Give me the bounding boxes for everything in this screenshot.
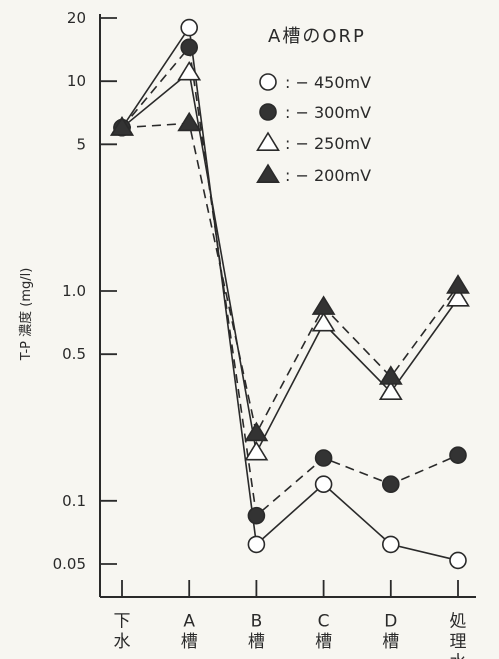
legend-label: : − 200mV	[285, 166, 371, 185]
legend-marker	[256, 131, 280, 151]
x-tick-label: 下水	[114, 611, 131, 651]
data-point	[381, 475, 400, 494]
y-tick-label: 20	[67, 9, 86, 27]
series-line	[121, 25, 459, 562]
legend: A槽のORP : − 450mV : − 300mV : − 250mV : − 200…	[256, 26, 371, 185]
series-line	[121, 45, 459, 518]
series-layer	[110, 18, 470, 570]
y-tick-label: 5	[76, 135, 86, 153]
data-point	[314, 475, 333, 494]
x-tick-label: 処理水	[450, 611, 467, 659]
data-point	[247, 506, 266, 525]
axes: 20 10 5 1.0 0.5 0.1 0.05 T-P 濃度 (mg/l) 下水 A 槽 B 槽 C 槽 D…	[18, 9, 476, 659]
data-point	[244, 440, 269, 461]
data-point	[446, 274, 470, 294]
legend-marker	[259, 73, 277, 91]
y-tick-label: 1.0	[62, 282, 86, 300]
series-line	[121, 122, 459, 436]
data-point	[378, 365, 403, 385]
data-point	[177, 60, 202, 81]
data-point	[180, 38, 198, 57]
data-point	[110, 116, 134, 136]
legend-label: : − 250mV	[285, 134, 371, 153]
data-point	[449, 551, 467, 570]
data-point	[177, 111, 202, 132]
data-point	[381, 535, 400, 554]
y-axis-title: T-P 濃度 (mg/l)	[18, 268, 34, 362]
data-point	[311, 311, 336, 332]
legend-label: : − 450mV	[285, 73, 371, 92]
y-tick-label: 10	[67, 72, 86, 90]
y-tick-label: 0.5	[62, 345, 86, 363]
data-point	[244, 421, 269, 442]
data-point	[446, 287, 470, 307]
legend-marker	[256, 163, 280, 183]
data-point	[247, 535, 266, 554]
data-point	[314, 449, 333, 467]
series-line	[121, 70, 459, 455]
data-point	[311, 295, 336, 315]
data-point	[378, 380, 403, 401]
y-tick-label: 0.05	[53, 555, 86, 573]
legend-title: A槽のORP	[268, 26, 366, 47]
data-point	[449, 446, 467, 464]
y-tick-label: 0.1	[62, 492, 86, 510]
data-point	[180, 18, 198, 37]
legend-marker	[259, 103, 277, 121]
legend-label: : − 300mV	[285, 103, 371, 122]
